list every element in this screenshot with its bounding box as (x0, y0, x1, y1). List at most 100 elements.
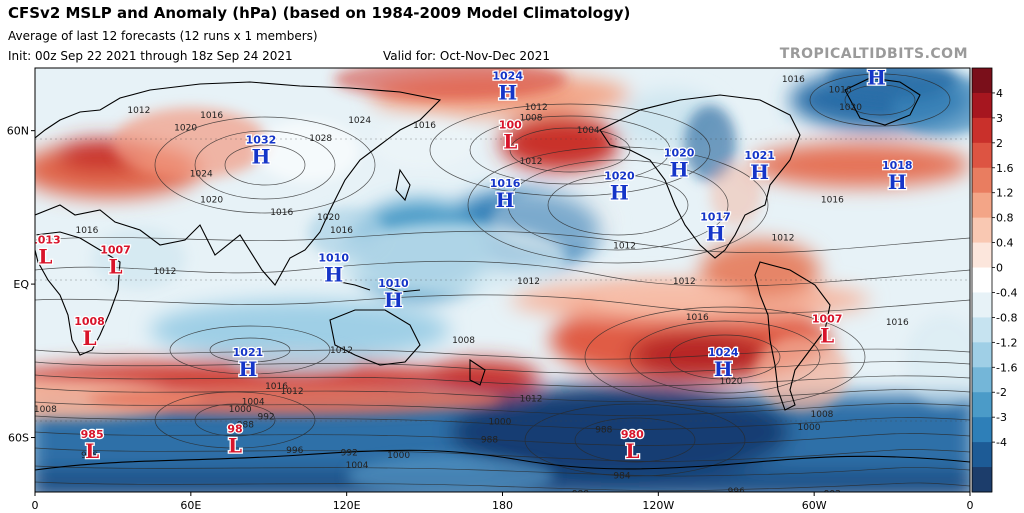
colorbar-segment (972, 342, 992, 368)
colorbar-segment (972, 192, 992, 219)
pressure-center-letter: H (610, 180, 629, 204)
pressure-center-value: 1021 (233, 346, 264, 359)
coastline-south-america (754, 261, 831, 411)
colorbar-segment (972, 167, 992, 194)
colorbar-segment (972, 417, 992, 443)
pressure-center-value: 1018 (882, 159, 913, 172)
isobar-label: 1008 (811, 410, 834, 420)
isobar-label: 1024 (190, 170, 213, 180)
isobar-label: 996 (728, 487, 745, 497)
isobar-label: 988 (572, 489, 589, 499)
isobar-label: 1016 (821, 195, 844, 205)
colorbar-segment (972, 392, 992, 418)
isobar-label: 1016 (782, 75, 805, 85)
coastline-maritime (329, 279, 421, 293)
isobar-label: 1012 (772, 234, 795, 244)
lon-tick-label: 180 (492, 499, 513, 512)
colorbar-segment (972, 68, 992, 94)
pressure-center-value: 1007 (100, 244, 131, 257)
anomaly-blob-4 (255, 120, 360, 182)
coastline-north-america (599, 94, 801, 259)
isobar-label: 988 (81, 451, 98, 461)
pressure-center-value: 1017 (700, 210, 731, 223)
pressure-center-letter: H (706, 221, 725, 245)
pressure-center-letter: H (750, 160, 769, 184)
coastline-japan (395, 168, 411, 202)
colorbar-tick-label: -2 (996, 386, 1007, 399)
anomaly-north-atlantic-positive (750, 143, 970, 187)
pressure-center-value: 1024 (492, 70, 523, 83)
pressure-center-letter: L (108, 255, 122, 279)
pressure-center-value: 1020 (604, 169, 635, 182)
colorbar-tick-label: 1.2 (996, 187, 1014, 200)
isobar-label: 988 (595, 425, 612, 435)
coastline-greenland (844, 77, 921, 126)
isobar-label: 1004 (242, 397, 265, 407)
isobar-label: 1012 (520, 157, 543, 167)
lon-tick-label: 120E (333, 499, 361, 512)
coastlines (35, 77, 970, 471)
colorbar-segment (972, 242, 992, 269)
anomaly-blob-2 (86, 383, 503, 415)
anomaly-south-pacific-strong-negative (450, 384, 790, 480)
anomaly-blob-18 (489, 189, 620, 251)
anomaly-blob-9 (827, 68, 957, 100)
colorbar-tick-label: -4 (996, 436, 1007, 449)
lon-tick-label: 60E (180, 499, 201, 512)
pressure-center-letter: H (384, 288, 403, 312)
isobar-label: 996 (286, 446, 303, 456)
pressure-center-value: 1008 (74, 315, 105, 328)
isobar-label: 1016 (829, 85, 852, 95)
coastline-antarctica (35, 449, 970, 471)
isobar-label: 1012 (673, 277, 696, 287)
pressure-center-value: 98 (227, 423, 242, 436)
isobar-label: 1016 (270, 208, 293, 218)
anomaly-south-pacific-strong-positive (630, 331, 770, 379)
pressure-center-letter: H (498, 81, 517, 105)
anomaly-new-zealand-positive (420, 360, 540, 396)
anomaly-blob-3 (112, 107, 269, 180)
isobar-label: 1016 (265, 382, 288, 392)
lat-tick-label: 60N (7, 125, 29, 138)
isobar-label: 1000 (798, 423, 821, 433)
isobar-label-layer: 1012101610201024102810161012100810041012… (35, 75, 909, 499)
isobar-label: 1012 (525, 103, 548, 113)
graticule (35, 138, 970, 422)
anomaly-blob-12 (905, 314, 970, 407)
isobar-label: 1012 (520, 395, 543, 405)
colorbar-frame (971, 67, 993, 493)
colorbar-tick-label: 4 (996, 87, 1003, 100)
pressure-center-value: 1013 (30, 233, 61, 246)
isobar-label: 1008 (452, 336, 475, 346)
lat-tick-label: 60S (8, 432, 29, 445)
isobar-label: 988 (481, 436, 498, 446)
isobar-label: 1020 (174, 124, 197, 134)
isobar-contours (35, 73, 970, 492)
pressure-center-letter: H (496, 188, 515, 212)
isobar-label: 1004 (346, 461, 369, 471)
lon-tick-label: 60W (802, 499, 827, 512)
colorbar-tick-label: -0.8 (996, 311, 1017, 324)
isobar-label: 988 (237, 420, 254, 430)
map-subtitle: Average of last 12 forecasts (12 runs x … (8, 29, 318, 43)
longitude-axis: 0 60E 120E 180 120W 60W 0 (32, 492, 974, 512)
map-title: CFSv2 MSLP and Anomaly (hPa) (based on 1… (8, 4, 631, 22)
isobar-label: 1012 (613, 241, 636, 251)
pressure-center-layer: 1024H100L1032H1016H1020H1020H1021H1017H1… (30, 68, 914, 465)
valid-period: Valid for: Oct-Nov-Dec 2021 (383, 49, 550, 63)
pressure-center-value: 980 (621, 428, 644, 441)
map-header: CFSv2 MSLP and Anomaly (hPa) (based on 1… (0, 0, 1024, 68)
pressure-center-value: 1010 (378, 277, 409, 290)
pressure-center-letter: H (714, 357, 733, 381)
anomaly-blob-10 (684, 105, 737, 182)
isobar-label: 1020 (317, 213, 340, 223)
